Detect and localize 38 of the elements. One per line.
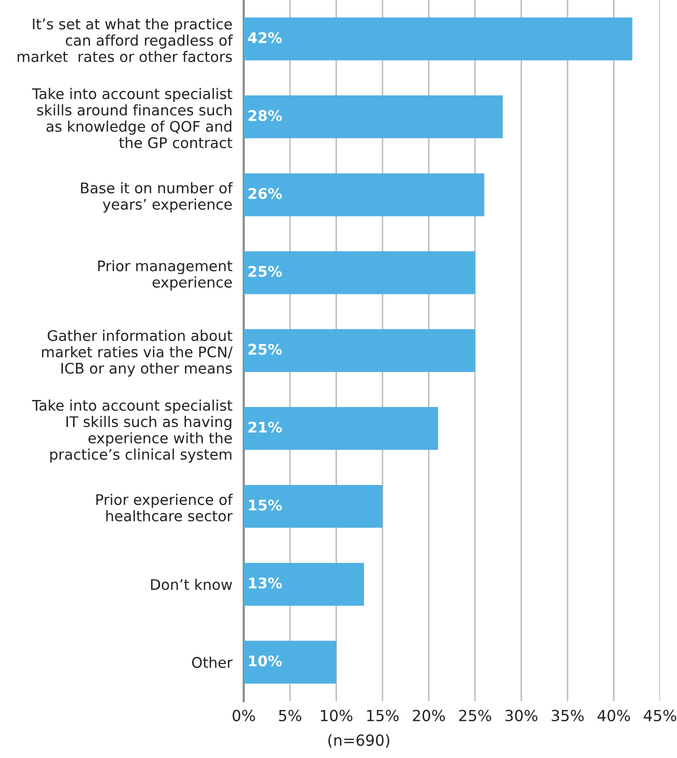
bar: [244, 562, 364, 606]
data-label: 15%: [249, 500, 282, 511]
x-tick-label: 30%: [505, 710, 538, 722]
bar: [244, 407, 438, 450]
y-tick-label: Base it on number of years’ experience: [81, 182, 233, 213]
bar: [244, 484, 383, 528]
data-label: 10%: [249, 655, 282, 666]
x-tick-label: 10%: [320, 710, 352, 722]
bar: [244, 251, 476, 294]
bar: [244, 18, 632, 60]
bar: [244, 640, 336, 684]
bar: [244, 173, 484, 216]
data-label: 42%: [248, 32, 282, 44]
data-label: 26%: [248, 188, 282, 199]
x-tick-label: 40%: [598, 710, 630, 722]
y-tick-label: Take into account specialist skills around finances such as knowledge of QOF and the GP contract: [32, 88, 232, 148]
data-label: 13%: [249, 577, 282, 589]
x-tick-label: 5%: [279, 710, 302, 722]
x-tick-label: 15%: [367, 710, 399, 722]
y-tick-label: Prior experience of healthcare sector: [96, 494, 233, 522]
y-tick-label: Gather information about market raties via the PCN/ ICB or any other means: [42, 330, 233, 377]
data-label: 25%: [248, 266, 282, 277]
data-label: 28%: [248, 110, 282, 122]
bar: [244, 329, 476, 372]
y-tick-label: Take into account specialist IT skills such as having experience with the practice’s clinical system: [32, 400, 232, 463]
x-tick-label: 35%: [552, 710, 584, 722]
data-label: 21%: [248, 422, 282, 433]
x-tick-label: 45%: [644, 710, 676, 722]
y-tick-label: Prior management experience: [98, 260, 232, 291]
bar: [244, 95, 503, 138]
y-tick-label: It’s set at what the practice can afford regadless of market rates or other factors: [18, 18, 233, 62]
text: (n=690): [328, 734, 390, 748]
y-tick-label: Other: [192, 656, 233, 668]
x-tick-label: 0%: [232, 710, 255, 722]
y-tick-label: Don’t know: [151, 578, 232, 590]
x-tick-label: 25%: [459, 710, 492, 722]
data-label: 25%: [248, 344, 282, 355]
x-tick-label: 20%: [412, 710, 445, 722]
